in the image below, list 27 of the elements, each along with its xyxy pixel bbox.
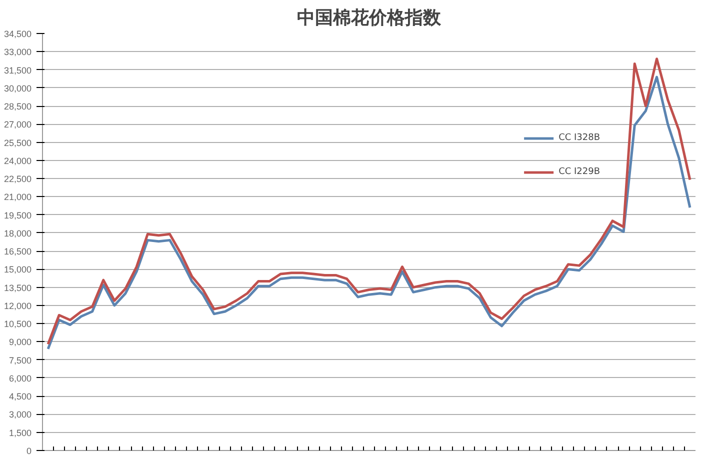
y-tick-label: 22,500 xyxy=(4,174,32,184)
y-tick-label: 33,000 xyxy=(4,47,32,58)
chart-title: 中国棉花价格指数 xyxy=(297,8,442,28)
y-tick-label: 18,000 xyxy=(4,228,32,238)
y-tick-label: 28,500 xyxy=(4,102,32,112)
legend-label: CC I328B xyxy=(558,133,600,143)
y-tick-label: 6,000 xyxy=(8,373,32,384)
y-tick-label: 24,000 xyxy=(4,156,32,166)
y-tick-label: 27,000 xyxy=(4,120,32,130)
y-tick-label: 4,500 xyxy=(8,392,32,402)
y-tick-label: 10,500 xyxy=(4,319,32,330)
legend-label: CC I229B xyxy=(558,167,600,177)
y-tick-label: 3,000 xyxy=(8,410,32,420)
y-tick-label: 0 xyxy=(26,446,32,456)
y-tick-label: 25,500 xyxy=(4,138,32,148)
y-tick-label: 15,000 xyxy=(4,264,32,275)
y-tick-label: 12,000 xyxy=(4,300,32,311)
y-tick-label: 34,500 xyxy=(4,29,32,39)
y-tick-label: 9,000 xyxy=(8,337,32,348)
y-tick-label: 16,500 xyxy=(4,246,32,257)
y-tick-label: 21,000 xyxy=(4,192,32,202)
y-tick-label: 7,500 xyxy=(8,355,32,366)
y-tick-label: 19,500 xyxy=(4,210,32,220)
y-tick-label: 13,500 xyxy=(4,282,32,293)
y-tick-label: 1,500 xyxy=(8,428,32,438)
y-tick-label: 31,500 xyxy=(4,65,32,76)
y-tick-label: 30,000 xyxy=(4,83,32,94)
